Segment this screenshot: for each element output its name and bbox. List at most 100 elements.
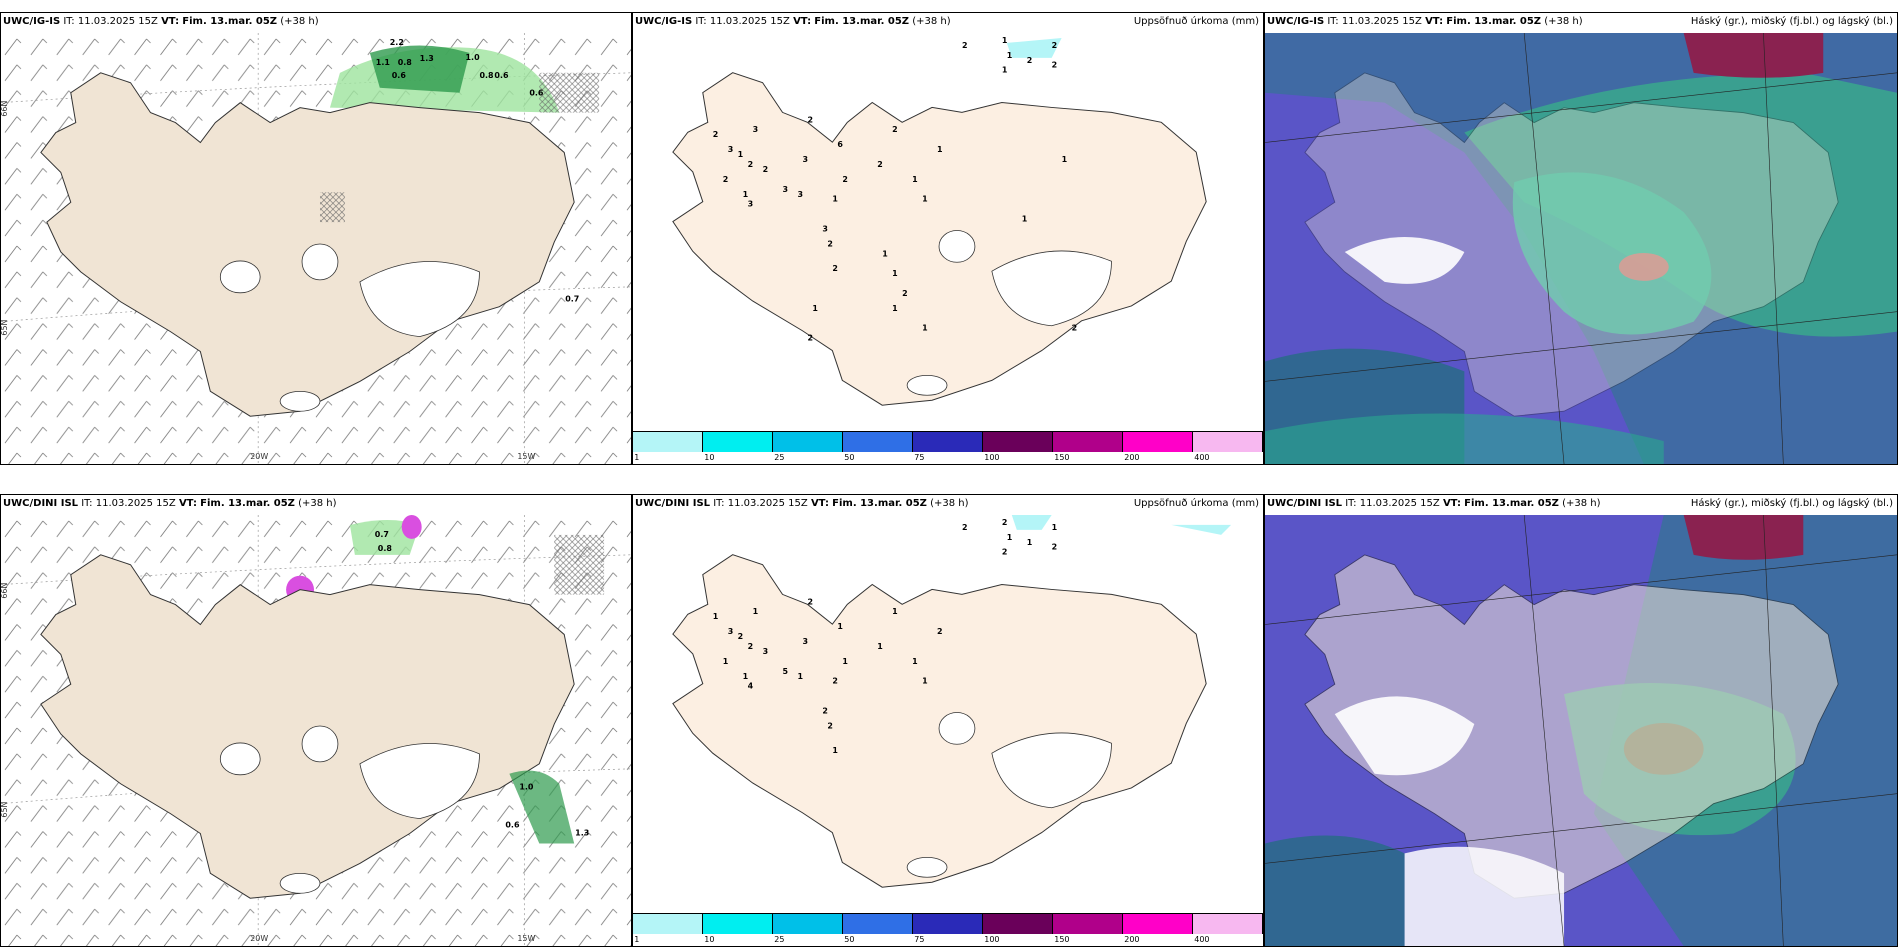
precip-value-label: 1 [937,145,943,154]
wind-panel-header: UWC/DINI ISL IT: 11.03.2025 15Z VT: Fim.… [3,498,337,509]
precip-panel-top: UWC/IG-IS IT: 11.03.2025 15Z VT: Fim. 13… [632,12,1264,465]
svg-text:0.8: 0.8 [398,58,413,67]
precip-value-label: 3 [753,125,759,134]
colorbar-tick-label: 25 [774,453,785,462]
svg-text:0.6: 0.6 [494,71,509,80]
svg-text:1.3: 1.3 [575,829,589,838]
precip-value-label: 2 [842,175,848,184]
precip-value-label: 2 [763,165,769,174]
cloud-panel-bottom: UWC/DINI ISL IT: 11.03.2025 15Z VT: Fim.… [1264,494,1898,947]
precip-colorbar-ticks: 1 10 25 50 75 100 150 200 400 [633,934,1263,946]
precip-value-label: 1 [922,677,928,686]
precip-value-label: 2 [1027,56,1033,65]
precip-colorbar-ticks: 1 10 25 50 75 100 150 200 400 [633,452,1263,464]
cloud-panel-header: UWC/DINI ISL IT: 11.03.2025 15Z VT: Fim.… [1267,498,1601,509]
svg-text:0.8: 0.8 [378,544,393,553]
precip-title: Uppsöfnuð úrkoma (mm) [1133,16,1259,27]
colorbar-swatch [1053,432,1123,452]
precip-value-label: 2 [1052,41,1058,50]
wind-map: 66N 65N 20W 15W 0.7 0.8 1.0 0.6 1.3 [1,515,631,946]
precip-value-label: 2 [807,115,813,124]
precip-value-label: 1 [837,622,843,631]
colorbar-swatch [983,432,1053,452]
colorbar-tick-label: 100 [984,453,1000,462]
precip-value-label: 1 [882,249,888,258]
precip-value-label: 2 [1002,518,1008,527]
precip-value-label: 1 [832,195,838,204]
precip-value-label: 1 [912,175,918,184]
cloud-panel-top: UWC/IG-IS IT: 11.03.2025 15Z VT: Fim. 13… [1264,12,1898,465]
wind-panel-bottom: UWC/DINI ISL IT: 11.03.2025 15Z VT: Fim.… [0,494,632,947]
colorbar-swatch [913,432,983,452]
precip-value-label: 2 [713,130,719,139]
colorbar-swatch [1053,914,1123,934]
precip-value-label: 3 [822,225,828,234]
colorbar-tick-label: 10 [704,935,715,944]
svg-text:20W: 20W [250,452,268,461]
colorbar-tick-label: 50 [844,935,855,944]
svg-text:0.8: 0.8 [479,71,494,80]
svg-text:66N: 66N [1,583,9,599]
precip-value-label: 3 [728,627,734,636]
precip-value-label: 2 [748,160,754,169]
precip-panel-bottom: UWC/DINI ISL IT: 11.03.2025 15Z VT: Fim.… [632,494,1264,947]
precip-value-label: 1 [797,672,803,681]
precip-value-label: 1 [922,324,928,333]
precip-value-label: 2 [1072,324,1078,333]
precip-value-label: 1 [892,269,898,278]
svg-text:0.6: 0.6 [392,71,407,80]
precip-value-label: 1 [743,190,749,199]
colorbar-swatch [983,914,1053,934]
precip-value-label: 2 [807,334,813,343]
cloud-title: Háský (gr.), miðský (fj.bl.) og lágský (… [1690,16,1893,27]
precip-value-label: 2 [962,41,968,50]
precip-value-label: 1 [743,672,749,681]
precip-panel-header: UWC/DINI ISL IT: 11.03.2025 15Z VT: Fim.… [635,498,969,509]
colorbar-tick-label: 400 [1194,453,1210,462]
precip-value-label: 2 [902,289,908,298]
precip-value-label: 2 [827,721,833,730]
precip-value-label: 1 [1007,51,1013,60]
svg-text:0.6: 0.6 [529,89,544,98]
colorbar-swatch [773,914,843,934]
colorbar-tick-label: 150 [1054,935,1070,944]
precip-value-label: 2 [877,160,883,169]
svg-text:0.7: 0.7 [375,530,389,539]
precip-value-label: 2 [723,175,729,184]
precip-value-label: 3 [783,185,789,194]
precip-value-label: 1 [1002,36,1008,45]
precip-value-label: 2 [937,627,943,636]
precip-value-label: 3 [763,647,769,656]
precip-value-label: 2 [822,707,828,716]
precip-value-label: 1 [1062,155,1068,164]
colorbar-tick-label: 1 [634,935,640,944]
svg-text:0.6: 0.6 [505,821,520,830]
wind-panel-top: UWC/IG-IS IT: 11.03.2025 15Z VT: Fim. 13… [0,12,632,465]
svg-text:65N: 65N [1,801,9,817]
colorbar-swatch [1123,432,1193,452]
colorbar-swatch [1193,432,1263,452]
colorbar-swatch [1123,914,1193,934]
precip-value-label: 1 [812,304,818,313]
precip-value-label: 1 [1027,538,1033,547]
svg-text:20W: 20W [250,934,268,943]
colorbar-swatch [773,432,843,452]
precip-colorbar [633,431,1263,452]
colorbar-tick-label: 100 [984,935,1000,944]
cloud-map [1265,33,1897,464]
colorbar-tick-label: 1 [634,453,640,462]
cloud-panel-header: UWC/IG-IS IT: 11.03.2025 15Z VT: Fim. 13… [1267,16,1583,27]
colorbar-swatch [843,914,913,934]
precip-value-label: 2 [1002,548,1008,557]
colorbar-tick-label: 50 [844,453,855,462]
svg-text:1.3: 1.3 [420,54,434,63]
colorbar-swatch [703,914,773,934]
cloud-title: Háský (gr.), miðský (fj.bl.) og lágský (… [1690,498,1893,509]
precip-colorbar [633,913,1263,934]
precip-panel-header: UWC/IG-IS IT: 11.03.2025 15Z VT: Fim. 13… [635,16,951,27]
precip-value-label: 2 [807,597,813,606]
svg-text:0.7: 0.7 [565,295,579,304]
svg-text:15W: 15W [517,452,535,461]
precip-value-label: 6 [837,140,843,149]
